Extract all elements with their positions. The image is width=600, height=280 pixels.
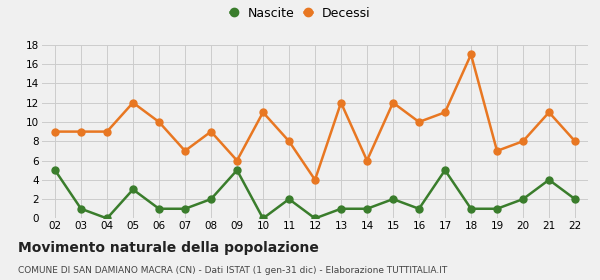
Decessi — [311, 178, 319, 181]
Nascite — [442, 169, 449, 172]
Decessi — [286, 139, 293, 143]
Nascite — [493, 207, 500, 211]
Nascite — [364, 207, 371, 211]
Text: COMUNE DI SAN DAMIANO MACRA (CN) - Dati ISTAT (1 gen-31 dic) - Elaborazione TUTT: COMUNE DI SAN DAMIANO MACRA (CN) - Dati … — [18, 266, 447, 275]
Nascite — [545, 178, 553, 181]
Decessi — [442, 111, 449, 114]
Nascite — [208, 197, 215, 201]
Decessi — [467, 53, 475, 56]
Nascite — [259, 217, 266, 220]
Nascite — [571, 197, 578, 201]
Nascite — [337, 207, 344, 211]
Nascite — [520, 197, 527, 201]
Line: Decessi: Decessi — [52, 51, 578, 183]
Decessi — [545, 111, 553, 114]
Decessi — [103, 130, 110, 133]
Decessi — [155, 120, 163, 124]
Decessi — [233, 159, 241, 162]
Line: Nascite: Nascite — [52, 167, 578, 222]
Legend: Nascite, Decessi: Nascite, Decessi — [230, 6, 370, 20]
Nascite — [415, 207, 422, 211]
Text: Movimento naturale della popolazione: Movimento naturale della popolazione — [18, 241, 319, 255]
Decessi — [181, 149, 188, 153]
Decessi — [337, 101, 344, 104]
Decessi — [52, 130, 59, 133]
Nascite — [77, 207, 85, 211]
Nascite — [233, 169, 241, 172]
Decessi — [208, 130, 215, 133]
Decessi — [130, 101, 137, 104]
Decessi — [77, 130, 85, 133]
Nascite — [311, 217, 319, 220]
Nascite — [155, 207, 163, 211]
Nascite — [467, 207, 475, 211]
Nascite — [286, 197, 293, 201]
Decessi — [364, 159, 371, 162]
Decessi — [571, 139, 578, 143]
Decessi — [493, 149, 500, 153]
Decessi — [520, 139, 527, 143]
Nascite — [130, 188, 137, 191]
Nascite — [181, 207, 188, 211]
Decessi — [389, 101, 397, 104]
Decessi — [415, 120, 422, 124]
Decessi — [259, 111, 266, 114]
Nascite — [103, 217, 110, 220]
Nascite — [389, 197, 397, 201]
Nascite — [52, 169, 59, 172]
